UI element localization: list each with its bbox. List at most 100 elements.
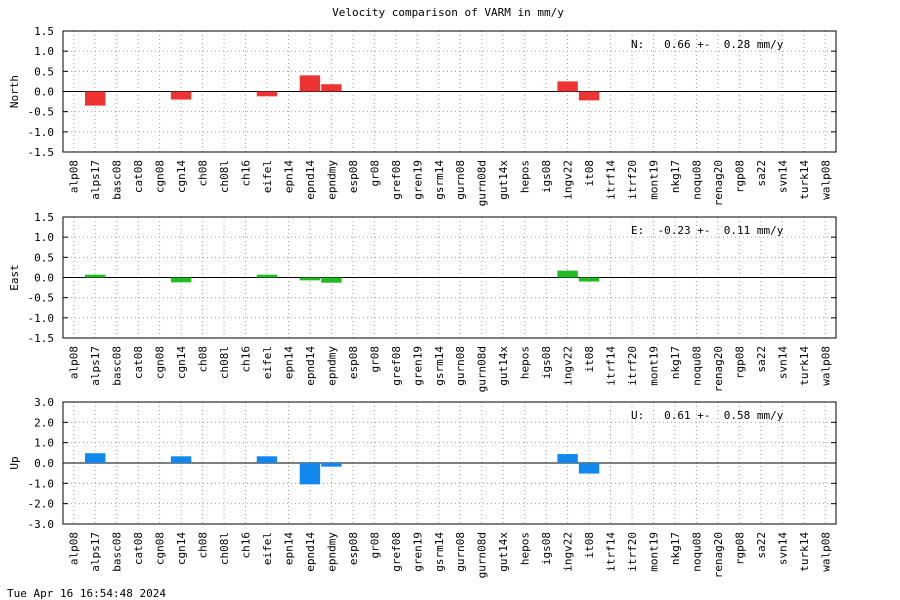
y-tick-label: -1.5 [28, 146, 55, 159]
x-tick-label: gurn08d [476, 346, 489, 392]
y-tick-label: 0.0 [34, 457, 54, 470]
x-tick-label: noqu08 [690, 160, 703, 200]
x-tick-label: svn14 [776, 532, 789, 565]
x-tick-label: epndmy [325, 532, 338, 572]
y-tick-label: -2.0 [28, 498, 55, 511]
x-tick-label: walp08 [819, 160, 832, 200]
x-tick-label: epndmy [325, 346, 338, 386]
x-tick-label: it08 [583, 160, 596, 187]
x-tick-label: cat08 [132, 346, 145, 379]
x-tick-label: epn14 [282, 160, 295, 193]
x-tick-label: turk14 [798, 346, 811, 386]
bar-epnd14 [299, 277, 321, 281]
y-tick-label: 1.5 [34, 25, 54, 38]
y-tick-label: 0.0 [34, 86, 54, 99]
x-tick-label: sa22 [755, 532, 768, 559]
y-tick-label: -1.0 [28, 312, 55, 325]
x-tick-label: rgp08 [733, 532, 746, 565]
x-tick-label: cgn08 [154, 346, 167, 379]
x-tick-label: epndmy [325, 160, 338, 200]
x-tick-label: alp08 [68, 160, 81, 193]
x-tick-label: eifel [261, 346, 274, 379]
y-axis-label: North [8, 75, 21, 108]
bar-alps17 [85, 91, 106, 106]
x-tick-label: svn14 [776, 346, 789, 379]
x-tick-label: noqu08 [690, 346, 703, 386]
x-tick-label: esp08 [347, 346, 360, 379]
x-tick-label: hepos [519, 160, 532, 193]
x-tick-label: turk14 [798, 160, 811, 200]
bar-epnd14 [299, 75, 321, 92]
x-tick-label: gren19 [411, 532, 424, 572]
x-tick-label: ingv22 [562, 160, 575, 200]
x-tick-label: rgp08 [733, 346, 746, 379]
bar-it08 [578, 277, 600, 282]
x-tick-label: alp08 [68, 532, 81, 565]
bar-eifel [256, 91, 278, 97]
bar-alps17 [85, 274, 106, 278]
x-tick-label: ch08l [218, 160, 231, 193]
x-tick-label: alp08 [68, 346, 81, 379]
x-tick-label: epnd14 [304, 532, 317, 572]
x-tick-label: it08 [583, 532, 596, 559]
x-tick-label: ch08 [197, 346, 210, 373]
x-tick-label: ch16 [240, 532, 253, 559]
bar-epndmy [321, 463, 342, 467]
x-tick-label: svn14 [776, 160, 789, 193]
x-tick-label: renag20 [712, 346, 725, 392]
y-tick-label: -1.0 [28, 126, 55, 139]
y-tick-label: 0.5 [34, 251, 54, 264]
velocity-annotation: E: -0.23 +- 0.11 mm/y [631, 224, 784, 237]
bar-alps17 [85, 453, 106, 463]
x-tick-label: cgn08 [154, 160, 167, 193]
y-tick-label: -0.5 [28, 292, 55, 305]
plot-frame [62, 30, 837, 153]
bar-ingv22 [557, 454, 578, 463]
y-tick-label: 1.0 [34, 45, 54, 58]
x-tick-label: itrf14 [605, 160, 618, 200]
x-tick-label: walp08 [819, 532, 832, 572]
x-tick-label: renag20 [712, 532, 725, 578]
x-tick-label: noqu08 [690, 532, 703, 572]
bar-epndmy [321, 84, 342, 92]
chart-panel-east: 1.5 1.0 0.5 0.0 -0.5 -1.0 -1.5 alp08 alps17 basc0… [8, 211, 837, 392]
x-tick-label: esp08 [347, 532, 360, 565]
x-tick-label: ch08l [218, 532, 231, 565]
y-tick-label: -1.0 [28, 477, 55, 490]
plot-frame [62, 401, 837, 525]
x-tick-label: gref08 [390, 160, 403, 200]
x-tick-label: gr08 [368, 532, 381, 559]
x-tick-label: itrf20 [626, 346, 639, 386]
x-tick-label: hepos [519, 346, 532, 379]
x-tick-label: ch16 [240, 346, 253, 373]
bar-epndmy [321, 277, 342, 283]
x-tick-label: gren19 [411, 346, 424, 386]
x-tick-label: itrf14 [605, 532, 618, 572]
x-tick-label: ingv22 [562, 346, 575, 386]
x-tick-label: cat08 [132, 160, 145, 193]
x-tick-label: eifel [261, 160, 274, 193]
y-tick-label: 1.0 [34, 231, 54, 244]
x-tick-label: ch08l [218, 346, 231, 379]
x-tick-label: gut14x [497, 532, 510, 572]
x-tick-label: nkg17 [669, 346, 682, 379]
y-tick-label: 3.0 [34, 396, 54, 409]
x-tick-label: epnd14 [304, 346, 317, 386]
y-axis-label: East [8, 264, 21, 291]
y-tick-label: -1.5 [28, 332, 55, 345]
velocity-annotation: N: 0.66 +- 0.28 mm/y [631, 38, 784, 51]
bar-cgn14 [170, 277, 192, 283]
y-tick-label: 0.5 [34, 65, 54, 78]
y-tick-label: 1.5 [34, 211, 54, 224]
x-tick-label: gut14x [497, 346, 510, 386]
chart-panels: 1.5 1.0 0.5 0.0 -0.5 -1.0 -1.5 alp08 alps17 basc0… [8, 25, 837, 578]
x-tick-label: sa22 [755, 160, 768, 187]
bar-it08 [578, 463, 600, 474]
x-tick-label: cat08 [132, 532, 145, 565]
x-tick-label: gurn08 [454, 160, 467, 200]
x-tick-label: gref08 [390, 532, 403, 572]
y-tick-label: 1.0 [34, 437, 54, 450]
x-tick-label: alps17 [89, 346, 102, 386]
x-tick-label: gsrm14 [433, 346, 446, 386]
x-tick-label: gurn08 [454, 346, 467, 386]
